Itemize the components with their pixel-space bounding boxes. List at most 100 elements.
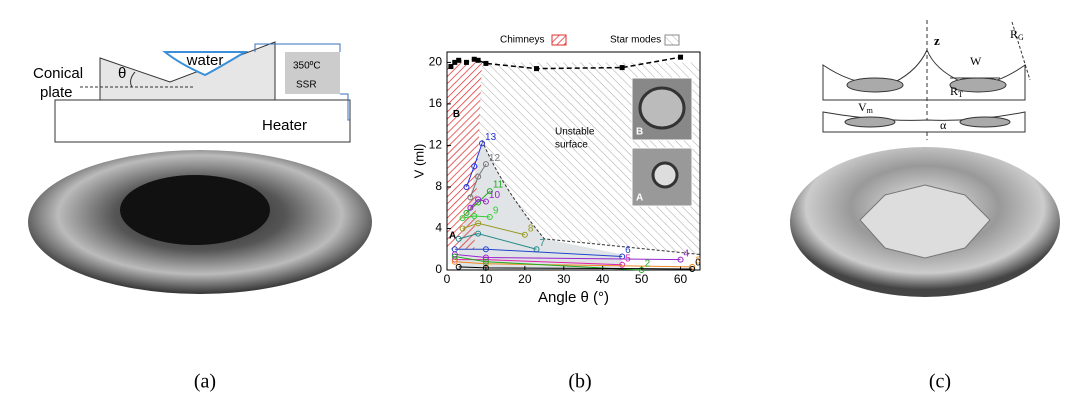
wire [254,43,341,52]
x-tick-label: 0 [444,272,451,286]
radius [1011,21,1031,81]
inset-label: A [636,193,643,204]
label: R [1010,27,1018,41]
series-label: 12 [489,153,501,164]
data-point [479,140,486,147]
data-point [689,265,696,272]
data-point [482,246,489,253]
data-point [451,253,458,260]
plot-frame [446,51,701,271]
label: α [940,118,947,132]
data-point [486,214,493,221]
label: water [186,52,224,69]
label: plate [40,84,73,101]
series-label: 10 [489,190,501,201]
legend-label: Star modes [610,35,661,46]
caption: (c) [929,371,951,393]
y-tick-label: 8 [435,179,442,193]
data-point [463,183,470,190]
data-point [483,60,489,66]
label: Conical [33,65,83,82]
caption: (a) [194,371,216,393]
label: z [934,33,940,48]
series-label: 0 [695,258,701,269]
series-line [462,215,490,219]
x-tick-label: 30 [557,272,571,286]
data-point [455,263,462,270]
data-point [459,215,466,222]
series-label: 11 [493,180,504,191]
inset-drop [638,86,686,130]
annotation: A [449,230,456,241]
heater [54,99,351,143]
data-point [463,209,470,216]
data-point [463,59,469,65]
y-tick-label: 20 [429,55,443,69]
label: 350ºC [293,61,321,72]
data-point [677,256,684,263]
y-tick-label: 16 [429,96,443,110]
series-label: 3 [695,256,701,267]
series-line [454,256,642,271]
series-label: 2 [645,259,651,270]
caption: (b) [568,371,591,393]
series-label: 7 [540,238,546,249]
legend-swatch [664,34,680,46]
data-point [638,267,645,273]
panel-a: water θ Conical plate 350ºC SSR Heater (… [28,41,372,393]
x-tick-label: 20 [518,272,532,286]
label: Heater [262,117,307,134]
x-tick-label: 50 [635,272,649,286]
inset-drop [651,161,679,189]
panel-c: z RG W RT Vm α (c) [790,20,1060,393]
data-point [475,196,482,203]
label: V [858,100,867,114]
y-axis-label: V (ml) [411,144,426,179]
data-point [455,235,462,242]
x-axis-label: Angle θ (°) [538,289,609,306]
data-point [475,57,481,63]
series-line [469,163,487,198]
series-line [465,143,483,188]
data-point [482,161,489,168]
data-point [475,220,482,227]
series-label: 13 [485,132,497,143]
x-tick-label: 60 [674,272,688,286]
annotation: Unstable [555,127,595,138]
label: W [970,54,982,68]
label: R [950,84,958,98]
data-point [459,225,466,232]
data-point [482,264,489,271]
data-point [482,198,489,205]
data-point [467,194,474,201]
data-point [467,204,474,211]
label: m [867,106,874,115]
data-point [619,261,626,268]
annotation: B [453,109,460,120]
data-point [471,213,478,220]
series-label: 4 [684,248,690,259]
angle-arc [130,71,136,88]
data-point [689,263,696,270]
photo-water [120,175,270,245]
inset-label: B [636,127,643,138]
series-line [454,248,623,258]
data-point [471,163,478,170]
data-point [475,230,482,237]
water [162,51,249,77]
series-label: 8 [528,223,534,234]
drop [959,116,1011,128]
data-point [482,254,489,261]
label: RT [950,84,963,99]
legend-swatch [551,34,567,46]
series-line [466,190,491,214]
y-tick-label: 4 [435,221,442,235]
label: Vm [858,100,874,115]
legend-label: Chimneys [500,35,544,46]
series-label: 9 [493,206,499,217]
label: G [1018,33,1024,42]
y-tick-label: 12 [429,138,443,152]
series-line [458,266,693,270]
data-point [475,173,482,180]
x-tick-label: 10 [479,272,493,286]
